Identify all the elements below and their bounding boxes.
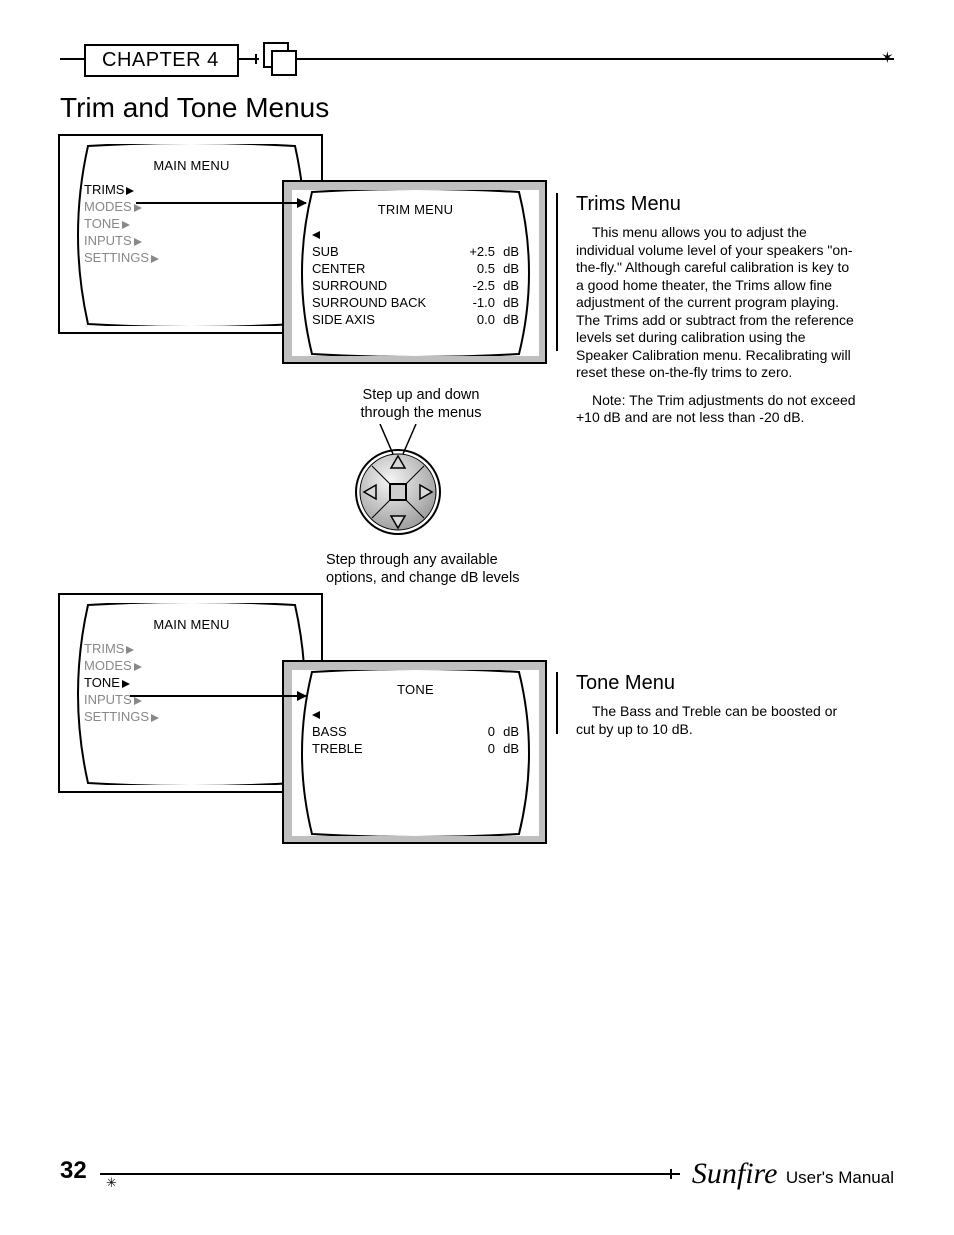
star-icon: ✶ <box>881 48 894 68</box>
arrow-right-icon <box>122 215 130 232</box>
row-value: +2.5 <box>459 243 495 260</box>
divider-1 <box>556 193 558 351</box>
brand-logo: Sunfire <box>692 1157 778 1190</box>
menu-item: TONE <box>84 215 299 232</box>
arrow-right-icon <box>126 181 134 198</box>
trims-paragraph-2: Note: The Trim adjustments do not exceed… <box>576 392 856 427</box>
value-row: SURROUND -2.5dB <box>312 277 519 294</box>
menu-item-label: INPUTS <box>84 691 132 708</box>
menu-item-label: MODES <box>84 198 132 215</box>
row-label: SURROUND <box>312 277 387 294</box>
tone-paragraph-1: The Bass and Treble can be boosted or cu… <box>576 703 856 738</box>
row-value: 0.0 <box>459 311 495 328</box>
page-footer: 32 ✳ Sunfire User's Manual <box>60 1157 894 1191</box>
menu-item: MODES <box>84 657 299 674</box>
menu-item: TRIMS <box>84 181 299 198</box>
main-menu-1-items: TRIMS MODES TONE INPUTS SETTINGS <box>84 181 299 266</box>
row-unit: dB <box>495 723 519 740</box>
page-header: CHAPTER 4 ✶ <box>60 44 894 74</box>
row-label: SUB <box>312 243 339 260</box>
menu-item: MODES <box>84 198 299 215</box>
arrow-right-icon <box>151 708 159 725</box>
dpad-graphic <box>350 424 446 544</box>
menu-item-label: SETTINGS <box>84 249 149 266</box>
arrow-right-icon <box>134 198 142 215</box>
trim-menu-title: TRIM MENU <box>312 202 519 217</box>
back-arrow-icon <box>312 705 519 721</box>
row-value: 0 <box>459 723 495 740</box>
arrow-right-icon <box>122 674 130 691</box>
value-row: BASS 0dB <box>312 723 519 740</box>
menu-item: INPUTS <box>84 691 299 708</box>
value-row: CENTER 0.5dB <box>312 260 519 277</box>
menu-item-label: INPUTS <box>84 232 132 249</box>
row-value: 0 <box>459 740 495 757</box>
arrow-right-icon <box>151 249 159 266</box>
connector-arrow-1 <box>136 202 306 204</box>
menu-item: INPUTS <box>84 232 299 249</box>
star-icon: ✳ <box>106 1175 117 1191</box>
trims-paragraph-1: This menu allows you to adjust the indiv… <box>576 224 856 382</box>
row-unit: dB <box>495 260 519 277</box>
trims-heading: Trims Menu <box>576 193 856 216</box>
main-menu-2-title: MAIN MENU <box>84 617 299 632</box>
row-value: 0.5 <box>459 260 495 277</box>
manual-label: User's Manual <box>786 1168 894 1187</box>
row-unit: dB <box>495 243 519 260</box>
menu-item: TRIMS <box>84 640 299 657</box>
menu-item-label: SETTINGS <box>84 708 149 725</box>
value-row: SURROUND BACK -1.0dB <box>312 294 519 311</box>
row-value: -2.5 <box>459 277 495 294</box>
main-menu-2-items: TRIMS MODES TONE INPUTS SETTINGS <box>84 640 299 725</box>
row-unit: dB <box>495 311 519 328</box>
tone-menu-rows: BASS 0dB TREBLE 0dB <box>312 723 519 757</box>
menu-item: SETTINGS <box>84 249 299 266</box>
main-menu-1-title: MAIN MENU <box>84 158 299 173</box>
arrow-right-icon <box>134 657 142 674</box>
divider-2 <box>556 672 558 734</box>
menu-item: SETTINGS <box>84 708 299 725</box>
value-row: TREBLE 0dB <box>312 740 519 757</box>
trim-menu-rows: SUB+2.5dBCENTER0.5dBSURROUND-2.5dBSURROU… <box>312 243 519 328</box>
menu-item-label: MODES <box>84 657 132 674</box>
row-label: BASS <box>312 723 347 740</box>
arrow-right-icon <box>134 691 142 708</box>
value-row: SIDE AXIS 0.0dB <box>312 311 519 328</box>
row-unit: dB <box>495 740 519 757</box>
page-title: Trim and Tone Menus <box>60 92 894 124</box>
row-unit: dB <box>495 294 519 311</box>
row-label: TREBLE <box>312 740 363 757</box>
trim-menu-panel: TRIM MENU SUB+2.5dBCENTER0.5dBSURROUND-2… <box>282 180 547 364</box>
page-number: 32 <box>60 1157 95 1185</box>
menu-item-label: TONE <box>84 215 120 232</box>
back-arrow-icon <box>312 225 519 241</box>
menu-item-label: TONE <box>84 674 120 691</box>
menu-item: TONE <box>84 674 299 691</box>
row-label: SURROUND BACK <box>312 294 426 311</box>
arrow-right-icon <box>126 640 134 657</box>
connector-arrow-2 <box>130 695 306 697</box>
tone-menu-title: TONE <box>312 682 519 697</box>
dpad-caption-top: Step up and down through the menus <box>326 386 516 422</box>
dpad-caption-bottom: Step through any available options, and … <box>326 551 546 587</box>
row-label: CENTER <box>312 260 365 277</box>
row-unit: dB <box>495 277 519 294</box>
tone-heading: Tone Menu <box>576 672 856 695</box>
menu-item-label: TRIMS <box>84 181 124 198</box>
arrow-right-icon <box>134 232 142 249</box>
chapter-label: CHAPTER 4 <box>84 44 239 77</box>
row-value: -1.0 <box>459 294 495 311</box>
value-row: SUB +2.5dB <box>312 243 519 260</box>
menu-item-label: TRIMS <box>84 640 124 657</box>
row-label: SIDE AXIS <box>312 311 375 328</box>
header-ornament <box>259 42 293 68</box>
tone-menu-panel: TONE BASS 0dB TREBLE 0dB <box>282 660 547 844</box>
